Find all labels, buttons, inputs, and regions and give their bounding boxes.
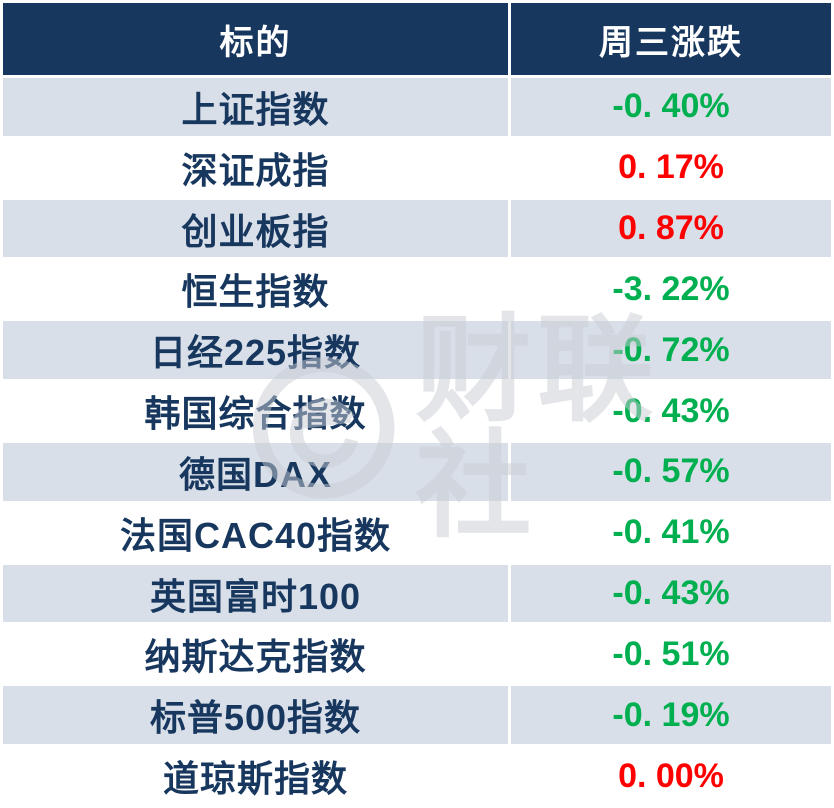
index-name-cell: 道琼斯指数 — [3, 747, 508, 805]
change-value-cell: 0. 00% — [511, 747, 831, 805]
change-value-cell: -0. 41% — [511, 503, 831, 562]
index-name-cell: 标普500指数 — [3, 686, 508, 745]
column-header-name: 标的 — [3, 3, 508, 75]
change-value-cell: -0. 57% — [511, 442, 831, 501]
index-name-cell: 深证成指 — [3, 138, 508, 197]
index-name-cell: 上证指数 — [3, 78, 508, 136]
change-value-cell: 0. 87% — [511, 199, 831, 258]
index-name-cell: 英国富时100 — [3, 564, 508, 623]
change-value-cell: -0. 19% — [511, 686, 831, 745]
index-name-cell: 韩国综合指数 — [3, 382, 508, 440]
index-name-cell: 创业板指 — [3, 199, 508, 258]
index-name-cell: 德国DAX — [3, 442, 508, 501]
index-name-cell: 日经225指数 — [3, 321, 508, 380]
change-value-cell: -0. 72% — [511, 321, 831, 380]
column-header-change: 周三涨跌 — [511, 3, 831, 75]
change-value-cell: -0. 43% — [511, 564, 831, 623]
change-value-cell: 0. 17% — [511, 138, 831, 197]
change-value-cell: -0. 51% — [511, 625, 831, 684]
index-name-cell: 恒生指数 — [3, 260, 508, 319]
change-value-cell: -0. 40% — [511, 78, 831, 136]
index-name-cell: 法国CAC40指数 — [3, 503, 508, 562]
change-value-cell: -0. 43% — [511, 382, 831, 440]
index-name-cell: 纳斯达克指数 — [3, 625, 508, 684]
change-value-cell: -3. 22% — [511, 260, 831, 319]
